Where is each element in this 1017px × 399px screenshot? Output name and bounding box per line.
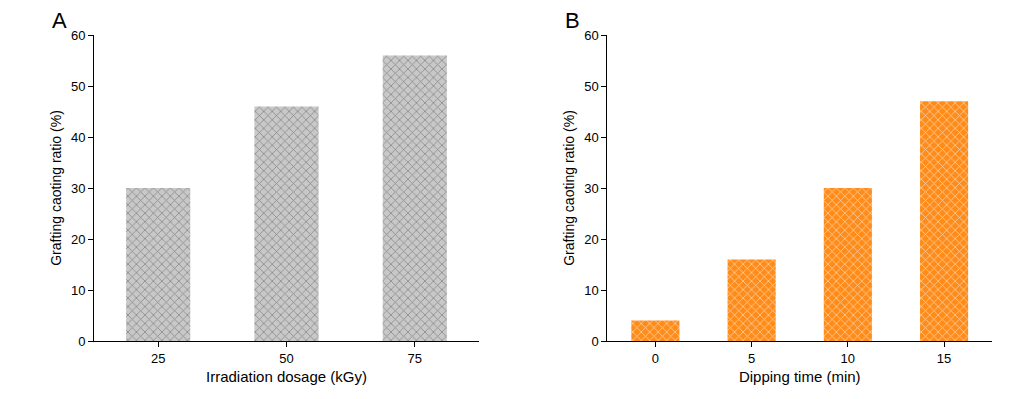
svg-text:Grafting caoting ratio (%): Grafting caoting ratio (%) xyxy=(48,110,64,266)
svg-text:50: 50 xyxy=(584,79,598,94)
svg-text:20: 20 xyxy=(71,232,85,247)
svg-text:5: 5 xyxy=(748,351,755,366)
svg-text:50: 50 xyxy=(279,351,293,366)
svg-text:30: 30 xyxy=(584,181,598,196)
svg-text:40: 40 xyxy=(584,130,598,145)
svg-text:Dipping time (min): Dipping time (min) xyxy=(739,368,861,385)
svg-text:60: 60 xyxy=(71,28,85,43)
svg-text:15: 15 xyxy=(937,351,951,366)
svg-text:40: 40 xyxy=(71,130,85,145)
svg-text:10: 10 xyxy=(584,283,598,298)
svg-text:60: 60 xyxy=(584,28,598,43)
svg-text:30: 30 xyxy=(71,181,85,196)
svg-text:Grafting caoting ratio (%): Grafting caoting ratio (%) xyxy=(561,110,577,266)
svg-text:Irradiation dosage (kGy): Irradiation dosage (kGy) xyxy=(206,368,367,385)
svg-text:25: 25 xyxy=(151,351,165,366)
svg-text:A: A xyxy=(52,8,67,33)
svg-text:50: 50 xyxy=(71,79,85,94)
svg-text:20: 20 xyxy=(584,232,598,247)
svg-text:0: 0 xyxy=(78,334,85,349)
svg-text:75: 75 xyxy=(408,351,422,366)
svg-text:10: 10 xyxy=(71,283,85,298)
svg-text:0: 0 xyxy=(591,334,598,349)
svg-text:0: 0 xyxy=(652,351,659,366)
svg-text:B: B xyxy=(565,8,580,33)
svg-text:10: 10 xyxy=(841,351,855,366)
